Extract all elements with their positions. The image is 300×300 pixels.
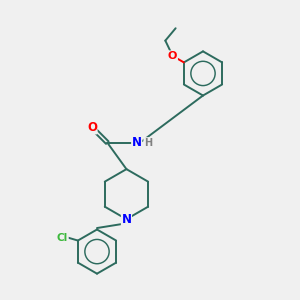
Text: Cl: Cl xyxy=(57,232,68,243)
Text: H: H xyxy=(144,138,152,148)
Text: O: O xyxy=(87,121,97,134)
Text: O: O xyxy=(168,51,177,61)
Text: N: N xyxy=(122,213,131,226)
Text: N: N xyxy=(132,136,142,149)
